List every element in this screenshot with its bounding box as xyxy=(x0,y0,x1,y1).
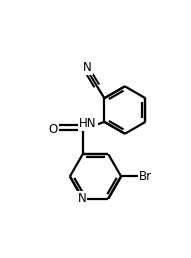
Text: Br: Br xyxy=(139,170,152,183)
Text: N: N xyxy=(77,192,86,205)
Text: HN: HN xyxy=(79,117,97,130)
Text: N: N xyxy=(83,61,92,74)
Text: O: O xyxy=(49,123,58,136)
